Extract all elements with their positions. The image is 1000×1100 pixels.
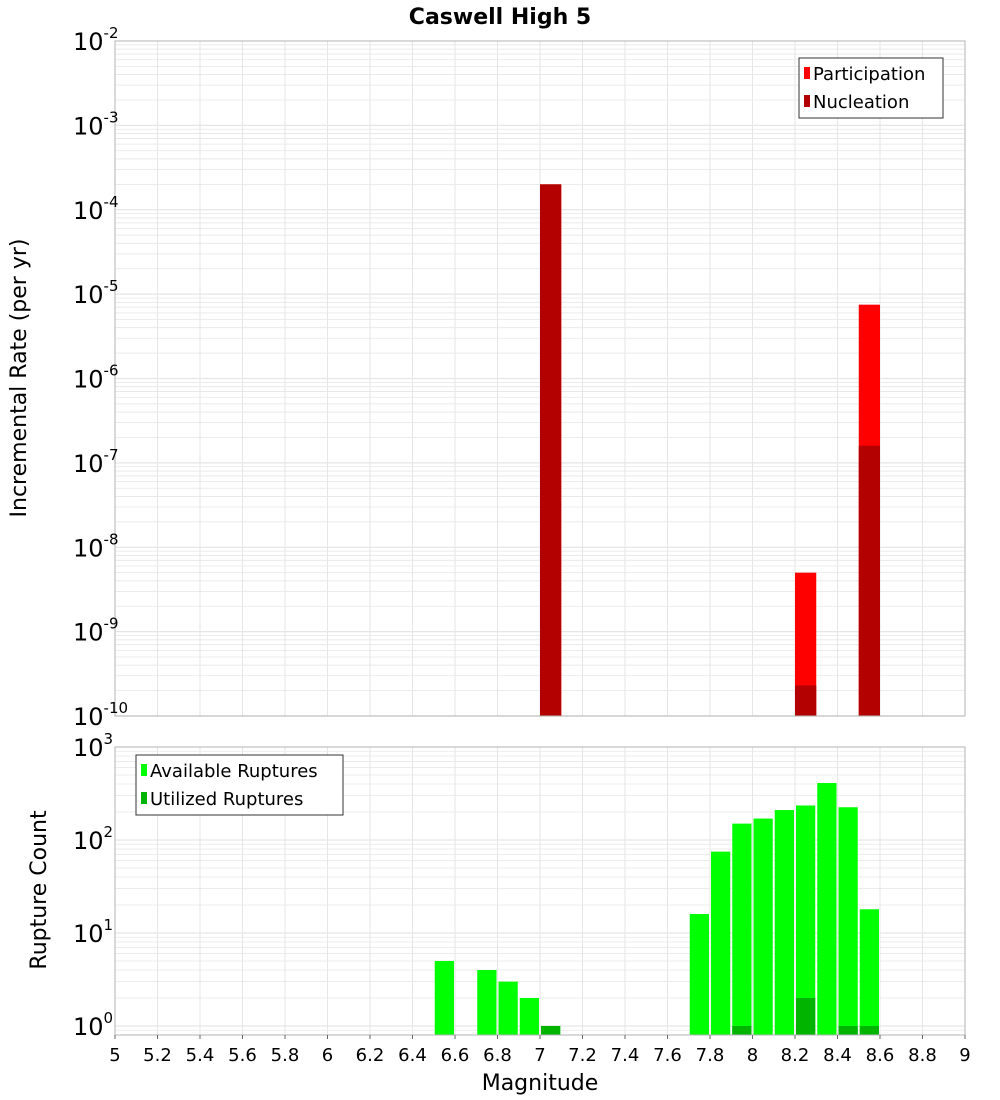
- y-tick-label: 10-3: [73, 108, 119, 140]
- y-tick-label: 10-9: [73, 615, 119, 647]
- bar: [838, 807, 858, 1035]
- bar: [541, 1025, 561, 1035]
- y-tick-label: 102: [73, 823, 113, 855]
- x-tick-label: 5.2: [143, 1045, 172, 1066]
- x-tick-label: 8: [747, 1045, 758, 1066]
- bar: [817, 783, 837, 1035]
- bar: [796, 997, 816, 1035]
- y-tick-label: 10-8: [73, 530, 119, 562]
- bar: [838, 1025, 858, 1035]
- y-tick-label: 10-7: [73, 446, 119, 478]
- chart-title: Caswell High 5: [409, 5, 591, 30]
- legend-utilized-label: Utilized Ruptures: [150, 789, 303, 810]
- legend-participation-label: Participation: [813, 64, 925, 85]
- x-tick-label: 8.8: [908, 1045, 937, 1066]
- y-tick-label: 10-5: [73, 277, 119, 309]
- x-tick-label: 7.8: [696, 1045, 725, 1066]
- bar: [477, 969, 497, 1035]
- x-tick-label: 7.4: [611, 1045, 640, 1066]
- plot-frame: [114, 40, 966, 717]
- x-tick-label: 5: [109, 1045, 120, 1066]
- x-tick-label: 7.2: [568, 1045, 597, 1066]
- bar: [859, 1025, 879, 1035]
- legend: Available Ruptures Utilized Ruptures: [135, 754, 344, 816]
- bar: [774, 810, 794, 1035]
- bar: [732, 1025, 752, 1035]
- bar: [689, 914, 709, 1035]
- count-panel: 103 102 101 100 5 5.2 5.4 5.6 5.8 6 6.2 6.4 6.6 6.8 7 7…: [73, 730, 971, 1066]
- y-tick-label: 101: [73, 916, 113, 948]
- bar: [753, 818, 773, 1035]
- series-available-ruptures: [434, 783, 879, 1035]
- series-nucleation: [540, 184, 880, 717]
- bar: [519, 997, 539, 1035]
- legend-available-label: Available Ruptures: [150, 761, 318, 782]
- legend-utilized-swatch: [141, 792, 147, 804]
- x-tick-label: 7: [534, 1045, 545, 1066]
- legend-participation-swatch: [804, 67, 810, 79]
- y-tick-label: 10-4: [73, 193, 119, 225]
- y-tick-label: 10-6: [73, 362, 119, 394]
- x-tick-label: 8.6: [866, 1045, 895, 1066]
- x-tick-label: 8.4: [823, 1045, 852, 1066]
- x-tick-label: 7.6: [653, 1045, 682, 1066]
- y-tick-label: 103: [73, 730, 113, 762]
- legend-nucleation-swatch: [804, 95, 810, 107]
- rate-y-axis-label: Incremental Rate (per yr): [7, 239, 32, 518]
- bar: [434, 960, 454, 1035]
- bar: [732, 823, 752, 1035]
- bar: [540, 184, 562, 717]
- bar: [859, 909, 879, 1035]
- y-tick-label: 100: [73, 1009, 113, 1041]
- count-y-axis-label: Rupture Count: [27, 810, 52, 970]
- rate-panel: 10-2 10-3 10-4 10-5 10-6 10-7 10-8 10-9 10-10 Par…: [73, 24, 966, 731]
- x-tick-label: 6.2: [356, 1045, 385, 1066]
- legend-nucleation-label: Nucleation: [813, 92, 909, 113]
- series-utilized-ruptures: [541, 997, 879, 1035]
- y-tick-label: 10-2: [73, 24, 119, 56]
- legend-box: [798, 57, 944, 119]
- x-tick-label: 6.6: [441, 1045, 470, 1066]
- bar: [858, 445, 880, 716]
- bar: [498, 981, 518, 1035]
- x-tick-label: 5.6: [228, 1045, 257, 1066]
- legend-available-swatch: [141, 764, 147, 776]
- x-tick-label: 9: [959, 1045, 970, 1066]
- bar: [711, 851, 731, 1035]
- x-tick-label: 6: [322, 1045, 333, 1066]
- x-tick-label: 8.2: [781, 1045, 810, 1066]
- x-tick-label: 5.4: [186, 1045, 215, 1066]
- bar: [795, 685, 817, 716]
- legend: Participation Nucleation: [798, 57, 944, 119]
- bar: [795, 572, 817, 716]
- y-tick-label: 10-10: [73, 699, 128, 731]
- x-tick-label: 5.8: [271, 1045, 300, 1066]
- x-tick-label: 6.4: [398, 1045, 427, 1066]
- x-tick-label: 6.8: [483, 1045, 512, 1066]
- x-axis-label: Magnitude: [482, 1071, 599, 1096]
- legend-box: [135, 754, 344, 816]
- bar: [796, 805, 816, 1035]
